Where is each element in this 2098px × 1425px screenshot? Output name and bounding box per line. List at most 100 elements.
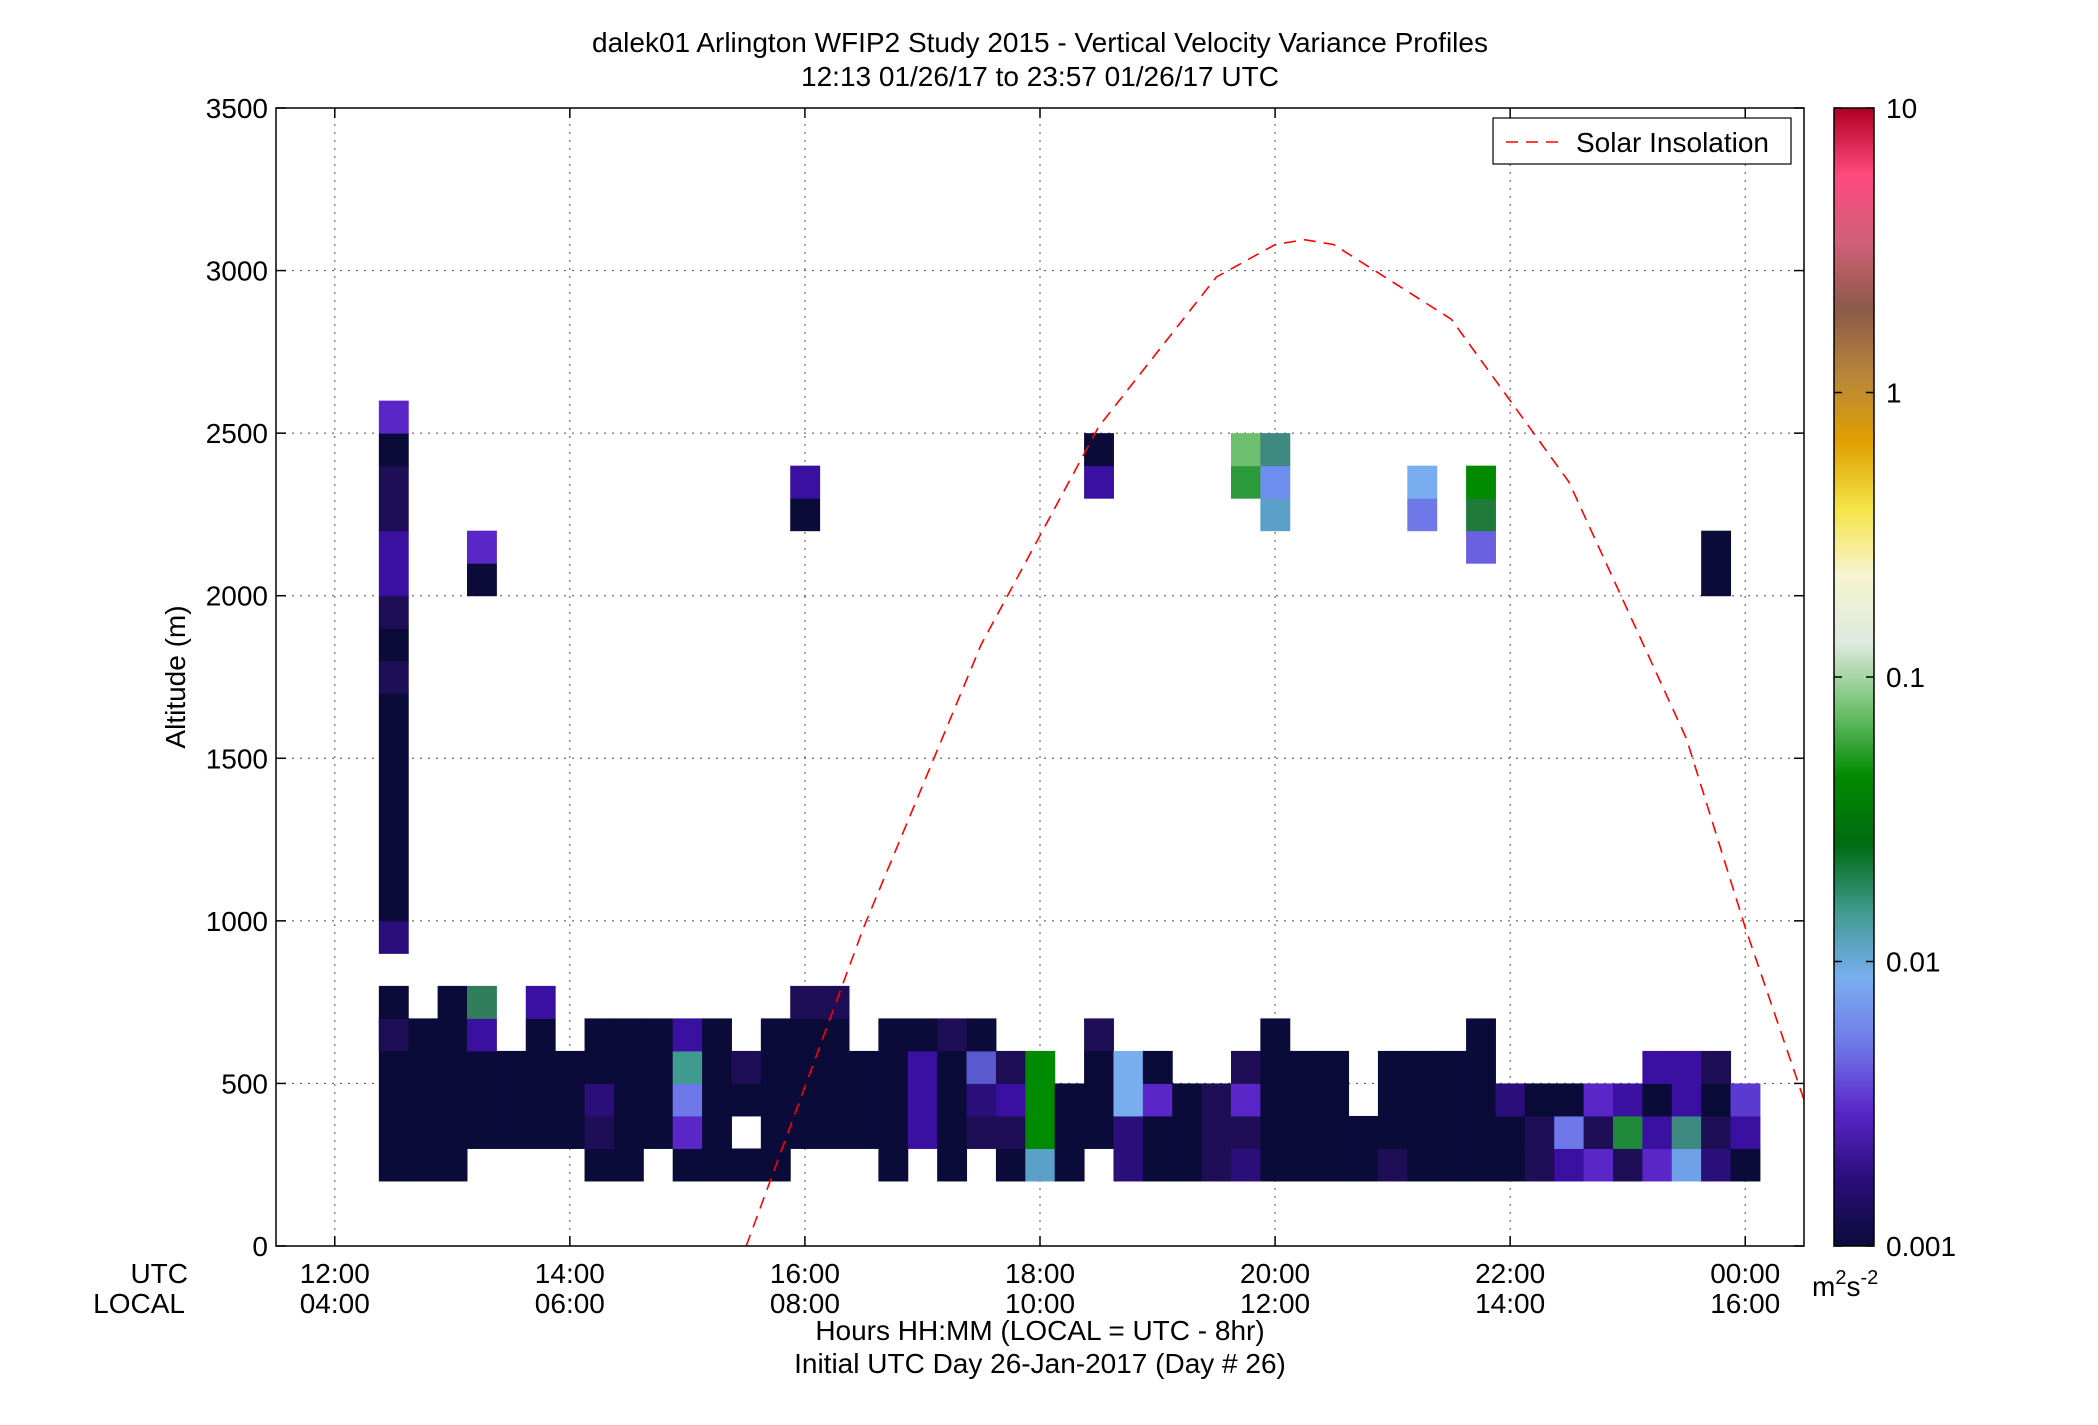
variance-cell — [467, 530, 497, 564]
x-tick-label-local: 10:00 — [1005, 1288, 1075, 1319]
variance-cell — [937, 1018, 968, 1052]
variance-cell — [672, 1115, 703, 1149]
variance-cell — [378, 433, 409, 467]
variance-cell — [937, 1050, 968, 1182]
variance-cell — [731, 1050, 762, 1084]
variance-cell — [995, 1115, 1026, 1149]
x-row-label-utc: UTC — [130, 1258, 188, 1289]
variance-cell — [378, 920, 409, 954]
variance-cell — [1025, 1050, 1056, 1149]
variance-cell — [496, 1050, 527, 1149]
variance-cell — [1671, 1050, 1702, 1084]
variance-cell — [1142, 1115, 1173, 1182]
x-tick-label-utc: 20:00 — [1240, 1258, 1310, 1289]
variance-cell — [1524, 1148, 1555, 1182]
variance-cell — [408, 1018, 439, 1182]
variance-cell — [1583, 1148, 1614, 1182]
variance-cell — [1701, 1050, 1732, 1084]
variance-cell — [584, 1018, 615, 1084]
variance-cell — [1730, 1115, 1761, 1149]
variance-cell — [525, 985, 556, 1019]
variance-cell — [378, 660, 409, 694]
variance-cell — [1466, 1018, 1496, 1182]
variance-cell — [995, 1050, 1026, 1084]
variance-cell — [1730, 1148, 1761, 1182]
variance-cell — [467, 985, 497, 1019]
colorbar: 0.001 0.01 0.1 1 10 m2s-2 — [1812, 93, 1956, 1302]
variance-cell — [1260, 433, 1291, 467]
variance-cell — [1524, 1083, 1555, 1117]
variance-cell — [1642, 1115, 1673, 1149]
variance-cell — [731, 1148, 762, 1182]
chart-title-line-2: 12:13 01/26/17 to 23:57 01/26/17 UTC — [801, 61, 1279, 92]
variance-cell — [1377, 1050, 1408, 1149]
variance-cell — [907, 1050, 938, 1084]
variance-cell — [849, 1050, 879, 1149]
variance-cell — [672, 1050, 703, 1084]
variance-cell — [1231, 1050, 1261, 1084]
variance-cell — [1407, 1050, 1438, 1182]
variance-cell — [1260, 498, 1291, 532]
x-axis-ticks: 12:0004:0014:0006:0016:0008:0018:0010:00… — [300, 108, 1780, 1319]
variance-cell — [1319, 1050, 1350, 1182]
variance-cell — [1231, 1083, 1261, 1117]
variance-cell — [1084, 465, 1114, 499]
variance-cell — [1172, 1083, 1203, 1182]
variance-cell — [378, 985, 409, 1019]
variance-cell — [672, 1083, 703, 1117]
variance-cell — [378, 530, 409, 597]
variance-cell — [1671, 1148, 1702, 1182]
colorbar-unit-label: m2s-2 — [1812, 1267, 1878, 1302]
variance-cell — [1377, 1148, 1408, 1182]
variance-cell — [1613, 1148, 1643, 1182]
x-tick-label-utc: 18:00 — [1005, 1258, 1075, 1289]
y-tick-label: 500 — [221, 1068, 268, 1099]
variance-cell — [1642, 1050, 1673, 1084]
variance-cell — [1084, 433, 1114, 467]
x-tick-label-utc: 22:00 — [1475, 1258, 1545, 1289]
variance-cell — [1348, 1115, 1379, 1182]
variance-cell — [613, 1018, 644, 1182]
variance-cell — [1113, 1050, 1144, 1117]
variance-cell — [878, 1018, 909, 1182]
variance-cell — [1671, 1083, 1702, 1117]
legend: Solar Insolation — [1492, 117, 1792, 165]
variance-cell — [966, 1083, 997, 1117]
x-tick-label-local: 16:00 — [1710, 1288, 1780, 1319]
variance-cell — [966, 1018, 997, 1052]
variance-cell — [1524, 1115, 1555, 1149]
variance-cell — [1084, 1050, 1114, 1084]
variance-cell — [1231, 1148, 1261, 1182]
x-row-label-local: LOCAL — [93, 1288, 185, 1319]
colorbar-ticks: 0.001 0.01 0.1 1 10 — [1834, 93, 1956, 1262]
variance-cell — [672, 1018, 703, 1052]
y-tick-label: 0 — [252, 1231, 268, 1262]
variance-cell — [437, 985, 468, 1182]
variance-cell — [467, 1050, 497, 1149]
x-tick-label-local: 12:00 — [1240, 1288, 1310, 1319]
variance-cell — [1025, 1148, 1056, 1182]
y-axis-label: Altitude (m) — [160, 605, 191, 748]
colorbar-tick-label: 1 — [1886, 378, 1902, 409]
legend-box — [1492, 117, 1792, 165]
variance-cell — [584, 1083, 615, 1117]
x-tick-label-utc: 00:00 — [1710, 1258, 1780, 1289]
variance-cell — [1554, 1083, 1585, 1117]
variance-cell — [643, 1018, 674, 1149]
y-tick-label: 1000 — [206, 906, 268, 937]
variance-cell — [1466, 498, 1496, 532]
variance-cell — [1642, 1083, 1673, 1117]
variance-cell — [1613, 1115, 1643, 1149]
solar-insolation-curve — [745, 238, 1804, 1246]
variance-cell — [1260, 1018, 1291, 1182]
variance-cell — [790, 498, 821, 532]
variance-cells — [378, 400, 1761, 1182]
variance-cell — [1084, 1083, 1114, 1149]
variance-cell — [1142, 1050, 1173, 1084]
variance-cell — [1201, 1083, 1232, 1117]
y-tick-label: 3000 — [206, 256, 268, 287]
variance-cell — [995, 1148, 1026, 1182]
x-tick-label-local: 14:00 — [1475, 1288, 1545, 1319]
